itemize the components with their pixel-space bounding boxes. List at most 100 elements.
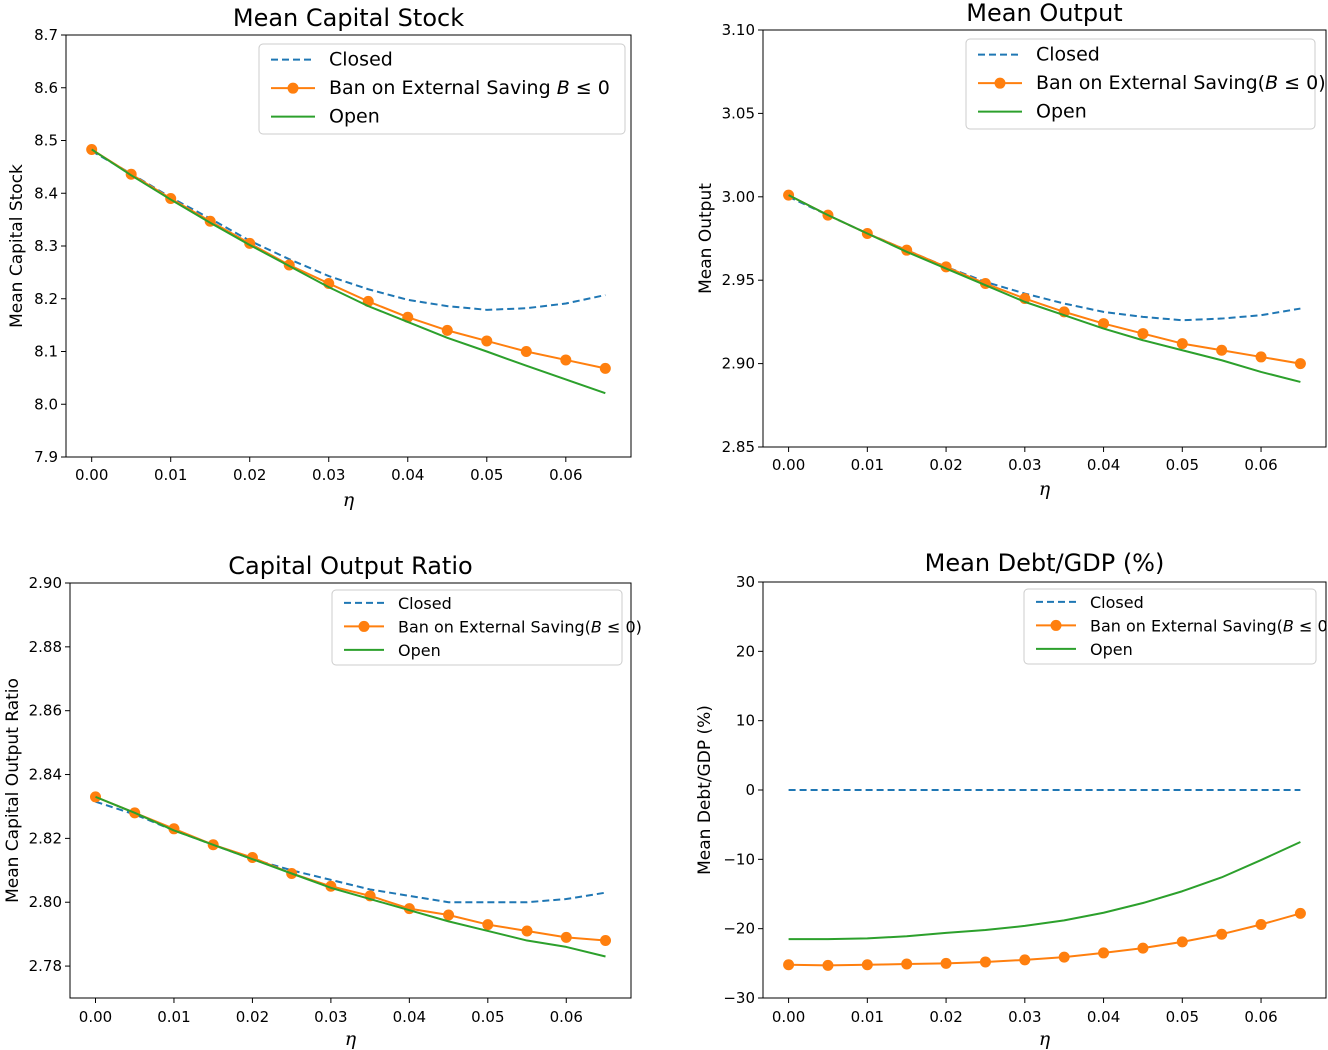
data-point-ban — [520, 346, 532, 357]
chart-1: Mean Capital Stock 0.00 0.01 0.02 0.03 0.04 0.… — [7, 4, 632, 511]
data-point-ban — [600, 935, 611, 947]
data-point-ban — [1216, 928, 1228, 940]
y-tick-label: 20 — [736, 642, 755, 660]
data-point-ban — [599, 362, 611, 374]
legend-marker — [358, 620, 370, 632]
x-tick-label: 0.01 — [154, 466, 187, 484]
data-point-ban — [1058, 951, 1070, 963]
legend-label: Open — [398, 641, 441, 660]
series-line-open — [788, 194, 1301, 383]
x-axis-label: η — [1039, 1028, 1051, 1050]
x-tick-label: 0.05 — [1166, 456, 1199, 474]
y-tick-label: 2.80 — [29, 893, 62, 911]
data-point-ban — [822, 959, 834, 971]
legend-label: Ban on External Saving(B ≤ 0) — [1036, 72, 1326, 94]
x-tick-label: 0.03 — [1008, 1008, 1041, 1026]
data-point-ban — [1098, 318, 1110, 330]
y-tick-label: 3.00 — [722, 188, 755, 206]
x-tick-label: 0.06 — [550, 1008, 583, 1026]
legend-label: Open — [329, 106, 380, 128]
series-line-closed — [95, 800, 606, 904]
legend-label: Ban on External Saving(B ≤ 0) — [398, 617, 642, 636]
data-point-ban — [1176, 338, 1188, 350]
x-tick-label: 0.02 — [929, 456, 962, 474]
legend: Closed Ban on External Saving B ≤ 0 Open — [258, 43, 626, 135]
chart-title: Capital Output Ratio — [228, 552, 472, 580]
legend: Closed Ban on External Saving(B ≤ 0) Open — [331, 589, 642, 666]
legend: Closed Ban on External Saving(B ≤ 0) Open — [1023, 588, 1328, 665]
y-tick-label: 7.9 — [34, 448, 58, 466]
y-tick-label: 8.5 — [34, 132, 58, 150]
x-tick-label: 0.04 — [391, 466, 424, 484]
data-point-ban — [1137, 942, 1149, 954]
data-point-ban — [481, 335, 493, 347]
axes-frame — [762, 29, 1327, 448]
series-line-open — [788, 841, 1301, 941]
legend-marker — [1050, 619, 1062, 631]
data-point-ban — [901, 958, 913, 970]
x-tick-label: 0.01 — [851, 1008, 884, 1026]
x-tick-label: 0.02 — [233, 466, 266, 484]
y-tick-label: 30 — [736, 573, 755, 591]
data-point-ban — [1294, 907, 1306, 919]
y-tick-label: 8.0 — [34, 395, 58, 413]
x-tick-label: 0.00 — [772, 456, 805, 474]
series-line-ban — [95, 795, 606, 942]
x-tick-label: 0.00 — [75, 466, 108, 484]
data-point-ban — [521, 925, 533, 937]
x-tick-label: 0.03 — [1008, 456, 1041, 474]
x-tick-label: 0.00 — [772, 1008, 805, 1026]
legend-marker — [994, 77, 1006, 89]
y-tick-label: 2.86 — [29, 702, 62, 720]
x-tick-label: 0.02 — [236, 1008, 269, 1026]
legend: Closed Ban on External Saving(B ≤ 0) Open — [965, 38, 1326, 130]
y-tick-label: −10 — [723, 850, 755, 868]
x-tick-label: 0.01 — [851, 456, 884, 474]
y-tick-label: 10 — [736, 712, 755, 730]
data-point-ban — [1176, 936, 1188, 948]
legend-label: Closed — [1090, 593, 1144, 612]
legend-box — [331, 589, 623, 666]
y-tick-label: 3.05 — [722, 104, 755, 122]
data-point-ban — [1216, 344, 1228, 356]
chart-title: Mean Capital Stock — [233, 4, 464, 32]
y-tick-label: 2.95 — [722, 271, 755, 289]
chart-title: Mean Debt/GDP (%) — [925, 549, 1165, 577]
y-tick-label: 2.84 — [29, 766, 62, 784]
x-tick-label: 0.05 — [1166, 1008, 1199, 1026]
x-tick-label: 0.05 — [471, 1008, 504, 1026]
series-line-closed — [91, 150, 606, 311]
x-tick-label: 0.04 — [393, 1008, 426, 1026]
x-tick-label: 0.04 — [1087, 1008, 1120, 1026]
y-tick-label: −20 — [723, 920, 755, 938]
y-tick-label: −30 — [723, 989, 755, 1007]
plot-area — [783, 189, 1306, 383]
chart-title: Mean Output — [966, 0, 1122, 27]
x-tick-label: 0.02 — [929, 1008, 962, 1026]
legend-marker — [287, 82, 299, 94]
series-line-open — [91, 148, 606, 395]
y-axis-label: Mean Output — [696, 183, 716, 294]
legend-box — [1023, 588, 1317, 665]
legend-label: Ban on External Saving B ≤ 0 — [329, 77, 610, 99]
plot-area — [90, 791, 611, 958]
series-line-ban — [91, 148, 606, 370]
y-tick-label: 2.78 — [29, 957, 62, 975]
y-tick-label: 8.7 — [34, 26, 58, 44]
data-point-ban — [1019, 954, 1031, 966]
y-tick-label: 2.90 — [722, 355, 755, 373]
data-point-ban — [940, 957, 952, 969]
y-tick-label: 8.6 — [34, 79, 58, 97]
chart-4: Mean Debt/GDP (%) 0.00 0.01 0.02 0.03 0.04 0.0… — [695, 549, 1328, 1050]
legend-label: Open — [1036, 101, 1087, 123]
data-point-ban — [783, 959, 795, 971]
chart-3: Capital Output Ratio 0.00 0.01 0.02 0.03 0.04… — [3, 552, 642, 1050]
data-point-ban — [443, 909, 455, 921]
y-tick-label: 2.85 — [722, 438, 755, 456]
data-point-ban — [861, 959, 873, 971]
x-tick-label: 0.03 — [312, 466, 345, 484]
y-tick-label: 2.88 — [29, 638, 62, 656]
legend-label: Ban on External Saving(B ≤ 0) — [1090, 616, 1328, 635]
legend-label: Open — [1090, 640, 1133, 659]
y-tick-label: 0 — [745, 781, 755, 799]
